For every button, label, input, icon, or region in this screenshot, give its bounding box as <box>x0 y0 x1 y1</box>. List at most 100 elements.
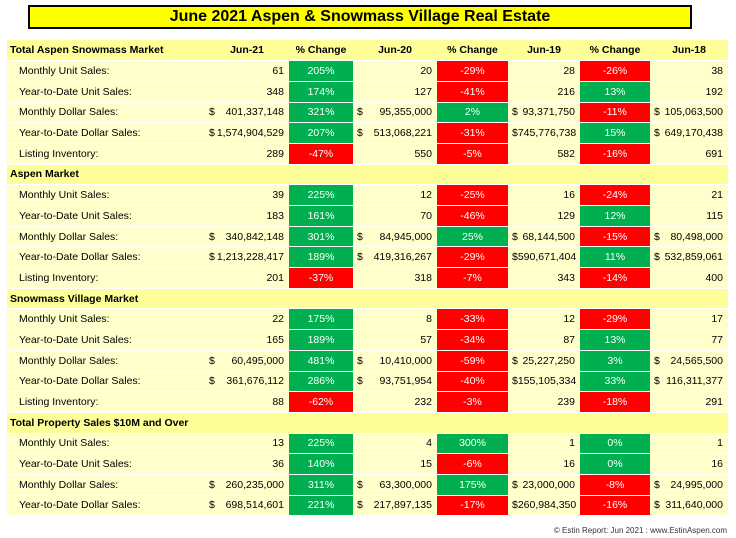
percent-change-cell: 207% <box>289 122 353 144</box>
currency-symbol: $ <box>357 106 363 119</box>
table-row: Year-to-Date Dollar Sales: $1,213,228,417… <box>7 246 728 269</box>
value-jun19: 16 <box>508 453 580 475</box>
percent-change-cell: 321% <box>289 102 353 124</box>
value-jun21: 88 <box>205 391 289 413</box>
row-label: Monthly Unit Sales: <box>7 184 205 206</box>
value-jun21: 22 <box>205 308 289 331</box>
value-jun20: $95,355,000 <box>353 102 437 124</box>
percent-change-cell: 481% <box>289 350 353 372</box>
table-row: Monthly Unit Sales: 13 225% 4 300% 1 0% 1 <box>7 433 728 455</box>
dollar-value: 68,144,500 <box>522 230 575 243</box>
dollar-value: 10,410,000 <box>379 354 432 367</box>
column-header: % Change <box>580 40 650 62</box>
currency-symbol: $ <box>357 375 363 388</box>
currency-symbol: $ <box>357 230 363 243</box>
row-label: Year-to-Date Unit Sales: <box>7 329 205 351</box>
value-jun20: $84,945,000 <box>353 226 437 248</box>
table-row: Monthly Unit Sales: 39 225% 12 -25% 16 -24% 21 <box>7 184 728 206</box>
value-jun18: 16 <box>650 453 728 475</box>
value-jun19: 582 <box>508 143 580 165</box>
row-label: Year-to-Date Unit Sales: <box>7 453 205 475</box>
section-heading: Snowmass Village Market <box>7 288 728 310</box>
percent-change-cell: 301% <box>289 226 353 248</box>
percent-change-cell: 11% <box>580 246 650 269</box>
value-jun18: $80,498,000 <box>650 226 728 248</box>
table-row: Year-to-Date Dollar Sales: $1,574,904,529… <box>7 122 728 144</box>
currency-symbol: $ <box>654 106 660 119</box>
currency-symbol: $ <box>357 354 363 367</box>
value-jun20: 15 <box>353 453 437 475</box>
value-jun19: 129 <box>508 205 580 227</box>
section-heading: Total Property Sales $10M and Over <box>7 412 728 434</box>
value-jun19: $68,144,500 <box>508 226 580 248</box>
percent-change-cell: -16% <box>580 143 650 165</box>
column-header: % Change <box>289 40 353 62</box>
currency-symbol: $ <box>654 478 660 491</box>
value-jun20: $10,410,000 <box>353 350 437 372</box>
value-jun18: 1 <box>650 433 728 455</box>
value-jun18: 38 <box>650 60 728 82</box>
row-label: Year-to-Date Unit Sales: <box>7 205 205 227</box>
percent-change-cell: -29% <box>437 246 508 269</box>
value-jun18: $105,063,500 <box>650 102 728 124</box>
currency-symbol: $ <box>209 127 215 140</box>
percent-change-cell: -6% <box>437 453 508 475</box>
value-jun21: 13 <box>205 433 289 455</box>
currency-symbol: $ <box>512 499 518 512</box>
section-heading: Total Aspen Snowmass Market <box>7 40 205 62</box>
section-header-row: Aspen Market <box>7 164 728 186</box>
percent-change-cell: 13% <box>580 81 650 103</box>
percent-change-cell: 2% <box>437 102 508 124</box>
percent-change-cell: -3% <box>437 391 508 413</box>
column-header: Jun-20 <box>353 40 437 62</box>
value-jun20: 318 <box>353 267 437 289</box>
value-jun18: $311,640,000 <box>650 495 728 517</box>
value-jun18: 691 <box>650 143 728 165</box>
percent-change-cell: -26% <box>580 60 650 82</box>
currency-symbol: $ <box>209 375 215 388</box>
row-label: Listing Inventory: <box>7 267 205 289</box>
dollar-value: 419,316,267 <box>373 251 432 264</box>
row-label: Year-to-Date Unit Sales: <box>7 81 205 103</box>
currency-symbol: $ <box>512 354 518 367</box>
value-jun20: 550 <box>353 143 437 165</box>
value-jun20: 4 <box>353 433 437 455</box>
table-row: Listing Inventory: 88 -62% 232 -3% 239 -18% 291 <box>7 391 728 413</box>
table-row: Listing Inventory: 289 -47% 550 -5% 582 -16% 69… <box>7 143 728 165</box>
value-jun19: 87 <box>508 329 580 351</box>
table-row: Year-to-Date Unit Sales: 165 189% 57 -34% 87 1… <box>7 329 728 351</box>
table-row: Monthly Dollar Sales: $401,337,148 321% $95… <box>7 102 728 124</box>
value-jun20: 12 <box>353 184 437 206</box>
value-jun21: $698,514,601 <box>205 495 289 517</box>
dollar-value: 532,859,061 <box>664 251 723 264</box>
table-row: Monthly Unit Sales: 22 175% 8 -33% 12 -29% 17 <box>7 308 728 331</box>
dollar-value: 25,227,250 <box>522 354 575 367</box>
percent-change-cell: -16% <box>580 495 650 517</box>
column-header: Jun-21 <box>205 40 289 62</box>
dollar-value: 698,514,601 <box>225 499 284 512</box>
value-jun21: 348 <box>205 81 289 103</box>
currency-symbol: $ <box>654 251 660 264</box>
value-jun21: $401,337,148 <box>205 102 289 124</box>
dollar-value: 649,170,438 <box>664 127 723 140</box>
value-jun18: $24,565,500 <box>650 350 728 372</box>
percent-change-cell: -18% <box>580 391 650 413</box>
table-row: Year-to-Date Dollar Sales: $361,676,112 28… <box>7 371 728 393</box>
currency-symbol: $ <box>357 499 363 512</box>
percent-change-cell: 13% <box>580 329 650 351</box>
dollar-value: 745,776,738 <box>517 127 577 140</box>
dollar-value: 24,995,000 <box>670 478 723 491</box>
currency-symbol: $ <box>357 127 363 140</box>
table-row: Monthly Dollar Sales: $260,235,000 311% $63… <box>7 474 728 496</box>
value-jun21: $60,495,000 <box>205 350 289 372</box>
column-header: Jun-19 <box>508 40 580 62</box>
value-jun20: $93,751,954 <box>353 371 437 393</box>
table-row: Monthly Unit Sales: 61 205% 20 -29% 28 -26% 38 <box>7 60 728 82</box>
currency-symbol: $ <box>209 230 215 243</box>
currency-symbol: $ <box>512 106 518 119</box>
value-jun19: $260,984,350 <box>508 495 580 517</box>
table-row: Year-to-Date Unit Sales: 36 140% 15 -6% 16 0% 1… <box>7 453 728 475</box>
percent-change-cell: -17% <box>437 495 508 517</box>
percent-change-cell: 161% <box>289 205 353 227</box>
value-jun20: $63,300,000 <box>353 474 437 496</box>
